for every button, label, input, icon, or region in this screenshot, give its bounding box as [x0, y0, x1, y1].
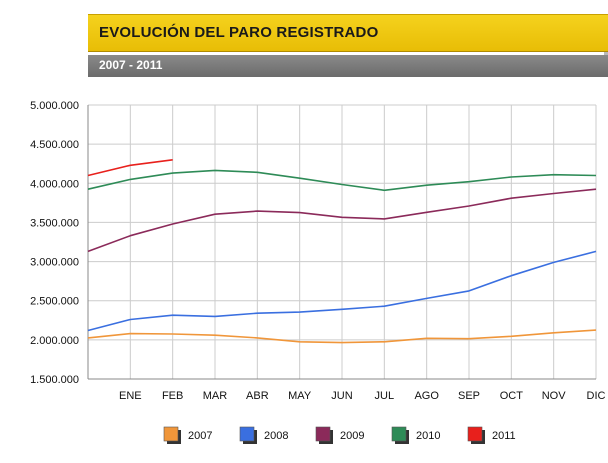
x-tick-label: DIC	[587, 390, 606, 402]
y-tick-label: 2.500.000	[30, 296, 79, 308]
legend-swatch-2011	[467, 426, 483, 442]
legend-label-2007: 2007	[188, 430, 212, 442]
y-tick-label: 2.000.000	[30, 335, 79, 347]
y-tick-label: 4.000.000	[30, 178, 79, 190]
y-tick-label: 1.500.000	[30, 374, 79, 386]
chart-title: EVOLUCIÓN DEL PARO REGISTRADO	[99, 24, 379, 41]
legend-swatch-2008	[239, 426, 255, 442]
legend-label-2009: 2009	[340, 430, 364, 442]
chart-subtitle: 2007 - 2011	[99, 58, 163, 72]
subtitle-bar: 2007 - 2011	[88, 55, 608, 77]
x-tick-label: JUN	[331, 390, 352, 402]
legend-label-2010: 2010	[416, 430, 440, 442]
x-tick-label: ENE	[119, 390, 142, 402]
x-tick-label: FEB	[162, 390, 183, 402]
x-tick-label: AGO	[414, 390, 439, 402]
x-tick-label: JUL	[375, 390, 395, 402]
series-line-2011	[87, 159, 173, 177]
x-tick-label: NOV	[542, 390, 567, 402]
y-tick-label: 3.000.000	[30, 257, 79, 269]
legend-swatch-2007	[163, 426, 179, 442]
legend-label-2011: 2011	[492, 430, 516, 442]
series-line-2010	[87, 169, 597, 192]
series-line-2007	[87, 329, 597, 344]
legend-swatch-2009	[315, 426, 331, 442]
x-tick-label: MAY	[288, 390, 312, 402]
legend-swatch-2010	[391, 426, 407, 442]
y-tick-label: 3.500.000	[30, 217, 79, 229]
x-tick-label: MAR	[203, 390, 228, 402]
y-tick-label: 5.000.000	[30, 100, 79, 112]
series-line-2009	[87, 188, 597, 253]
x-tick-label: OCT	[500, 390, 524, 402]
title-bar: EVOLUCIÓN DEL PARO REGISTRADO	[88, 14, 608, 52]
y-tick-label: 4.500.000	[30, 139, 79, 151]
legend-label-2008: 2008	[264, 430, 288, 442]
x-tick-label: SEP	[458, 390, 480, 402]
series-line-2008	[87, 250, 597, 332]
x-tick-label: ABR	[246, 390, 269, 402]
